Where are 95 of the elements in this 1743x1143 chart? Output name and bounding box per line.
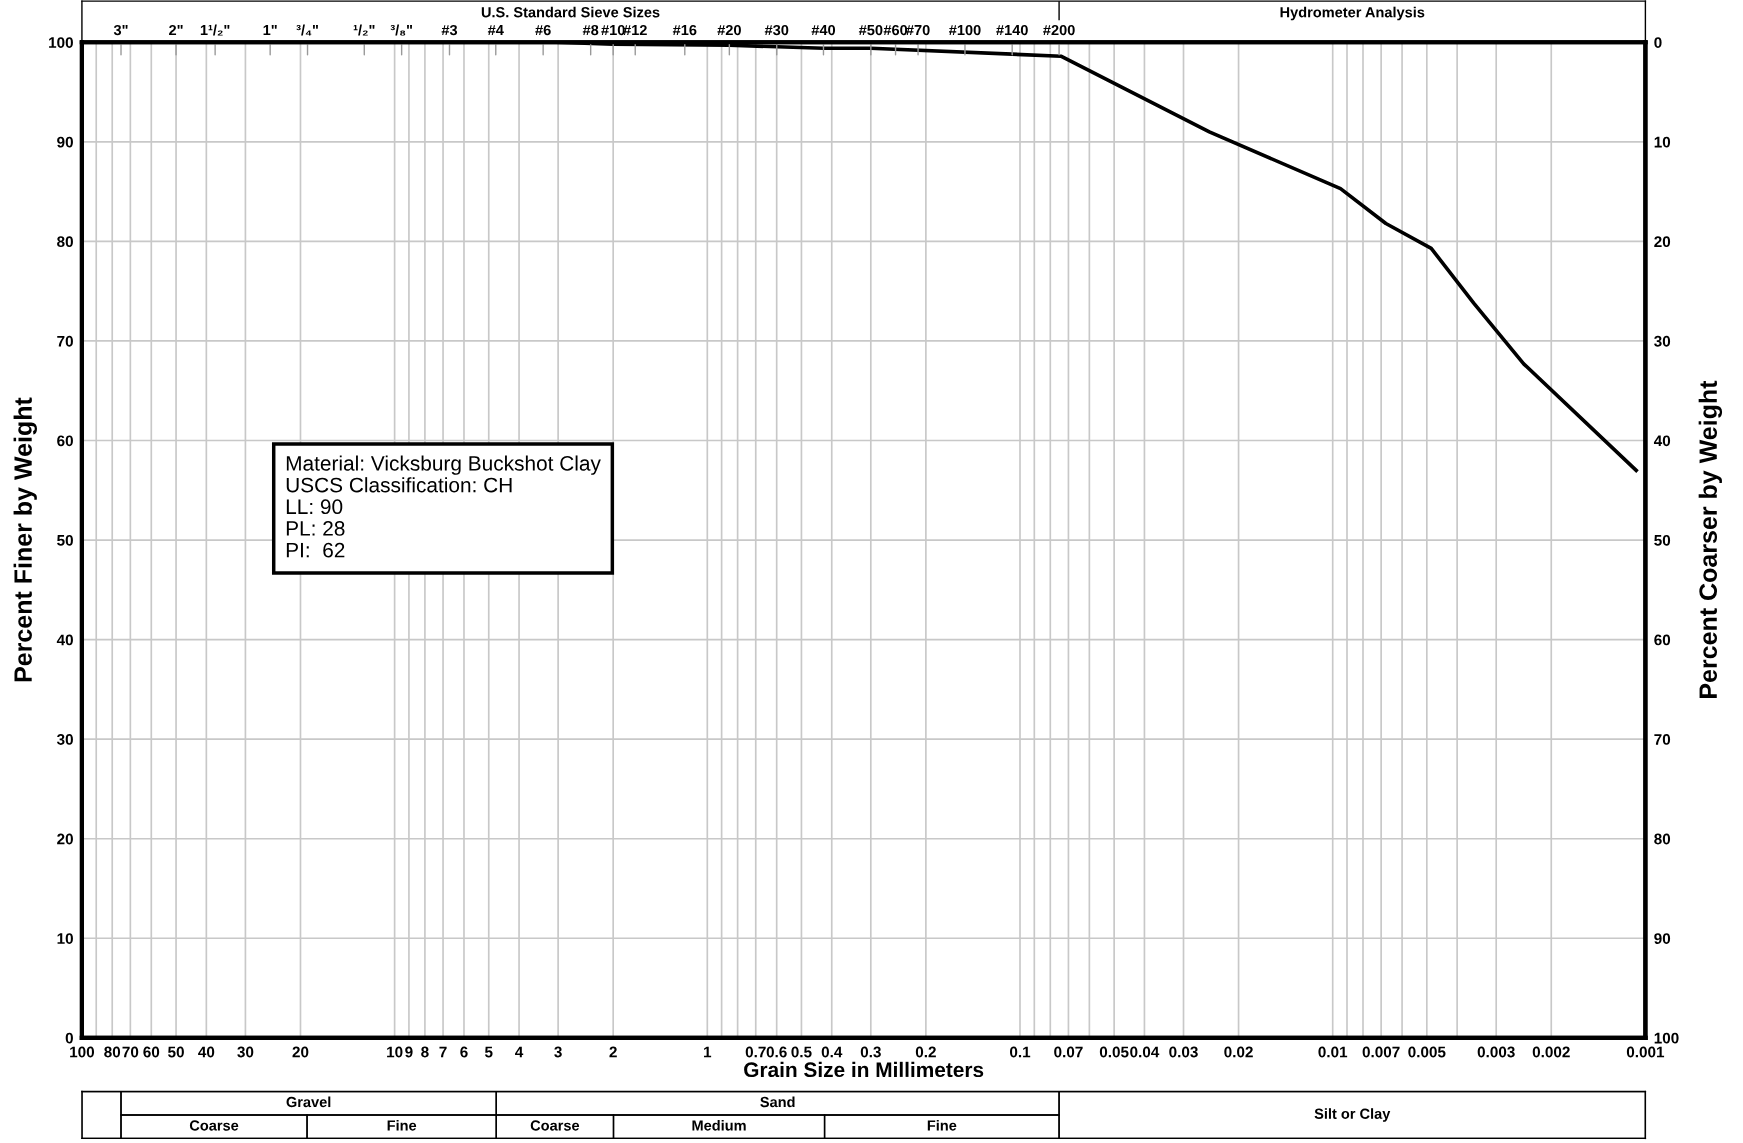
y-tick-label: 70	[57, 335, 73, 347]
x-tick-label: 0.04	[1130, 1046, 1160, 1058]
x-tick-label: 0.3	[860, 1046, 881, 1058]
x-tick-label: 8	[421, 1046, 429, 1058]
y-tick-label: 80	[57, 236, 73, 248]
y-axis-title: Percent Finer by Weight	[13, 397, 37, 682]
x-tick-label: 10	[387, 1046, 403, 1058]
text: Fine	[927, 1119, 957, 1131]
x-tick-label: 80	[104, 1046, 121, 1058]
x-axis-title: Grain Size in Millimeters	[744, 1061, 984, 1078]
y2-tick-label: 0	[1654, 37, 1662, 48]
x-tick-label: 0.7	[745, 1046, 766, 1058]
text: #4	[487, 25, 504, 36]
x-tick-label: 60	[143, 1046, 160, 1058]
y2-tick-label: 60	[1654, 634, 1671, 646]
x-tick-label: 0.1	[1009, 1046, 1031, 1058]
x-tick-label: 2	[609, 1046, 617, 1058]
y2-tick-label: 90	[1654, 933, 1671, 944]
y-tick-label: 90	[57, 136, 73, 148]
y2-tick-label: 80	[1654, 833, 1671, 845]
x-tick-label: 0.003	[1477, 1046, 1515, 1058]
text: #8	[582, 24, 599, 36]
text: Gravel	[286, 1096, 331, 1108]
x-tick-label: 20	[292, 1046, 309, 1058]
text: ³/₄"	[296, 24, 318, 36]
text: Fine	[387, 1119, 417, 1131]
text: #12	[623, 24, 647, 36]
text: 1"	[263, 25, 277, 36]
text: #100	[949, 24, 981, 36]
annotation: Material: Vicksburg Buckshot Clay USCS Classification: CH LL: 90 PL: 28 PI: 62	[286, 455, 601, 558]
text: ³/₈"	[390, 24, 413, 36]
text: 2"	[169, 24, 183, 36]
x-tick-label: 1	[704, 1046, 712, 1058]
y-tick-label: 30	[56, 734, 73, 745]
x-tick-label: 0.007	[1362, 1046, 1400, 1058]
text: #200	[1043, 24, 1075, 36]
x-tick-label: 0.07	[1054, 1046, 1083, 1058]
y2-tick-label: 100	[1654, 1032, 1679, 1044]
x-tick-label: 5	[484, 1046, 493, 1058]
text: Sand	[760, 1096, 795, 1108]
text: #70	[906, 24, 930, 36]
y-tick-label: 40	[56, 634, 73, 646]
text: #20	[717, 24, 741, 36]
x-tick-label: 6	[460, 1046, 468, 1058]
x-tick-label: 0.001	[1626, 1046, 1665, 1058]
text: #6	[535, 24, 551, 36]
y-tick-label: 50	[57, 534, 73, 546]
text: #30	[764, 24, 789, 36]
y2-tick-label: 20	[1654, 236, 1671, 248]
y-tick-label: 20	[57, 833, 73, 845]
x-tick-label: 40	[198, 1046, 215, 1058]
x-tick-label: 7	[439, 1046, 447, 1058]
text: #16	[672, 24, 697, 36]
x-tick-label: 0.05	[1099, 1046, 1129, 1058]
x-tick-label: 3	[554, 1046, 562, 1058]
text: #10	[601, 24, 625, 36]
text: Medium	[692, 1119, 746, 1131]
x-tick-label: 4	[515, 1046, 524, 1058]
y-tick-label: 10	[57, 933, 73, 944]
x-tick-label: 70	[122, 1046, 139, 1058]
text: #60	[883, 24, 908, 36]
y2-tick-label: 50	[1654, 534, 1671, 546]
x-tick-label: 0.002	[1532, 1046, 1570, 1058]
y-tick-label: 100	[49, 37, 73, 48]
x-tick-label: 0.03	[1169, 1046, 1198, 1058]
x-tick-label: 0.005	[1408, 1046, 1446, 1058]
x-tick-label: 0.5	[791, 1046, 812, 1058]
text: ¹/₂"	[353, 24, 375, 36]
x-tick-label: 9	[405, 1046, 413, 1058]
x-tick-label: 0.4	[821, 1046, 843, 1058]
text: Coarse	[530, 1120, 580, 1131]
y2-tick-label: 30	[1654, 335, 1671, 347]
text: Hydrometer Analysis	[1280, 6, 1425, 21]
y2-tick-label: 10	[1654, 136, 1671, 148]
x-tick-label: 100	[70, 1046, 95, 1058]
text: #40	[811, 24, 836, 36]
x-tick-label: 0.6	[766, 1046, 787, 1058]
text: #140	[996, 24, 1028, 36]
y2-axis-title: Percent Coarser by Weight	[1698, 380, 1723, 698]
x-tick-label: 30	[237, 1046, 254, 1058]
text: U.S. Standard Sieve Sizes	[481, 6, 660, 18]
text: Silt or Clay	[1314, 1108, 1391, 1122]
x-tick-label: 50	[168, 1046, 184, 1058]
y-tick-label: 0	[65, 1032, 73, 1044]
x-tick-label: 0.02	[1224, 1046, 1253, 1058]
text: #3	[441, 24, 458, 36]
text: 1¹/₂"	[200, 24, 230, 36]
y2-tick-label: 40	[1653, 435, 1671, 447]
text: 3"	[113, 24, 128, 36]
x-tick-label: 0.01	[1318, 1046, 1348, 1058]
x-tick-label: 0.2	[915, 1046, 936, 1058]
text: #50	[858, 24, 883, 36]
y-tick-label: 60	[57, 435, 73, 447]
y2-tick-label: 70	[1654, 734, 1671, 745]
text: Coarse	[189, 1120, 239, 1131]
